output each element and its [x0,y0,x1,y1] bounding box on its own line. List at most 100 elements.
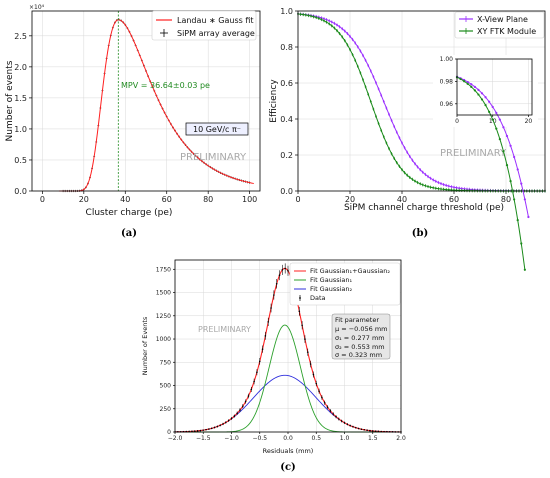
x-tick-label: −1.0 [224,435,239,442]
efficiency-marker [450,185,453,188]
data-point [244,400,247,403]
efficiency-marker [414,162,416,165]
data-point [335,415,337,418]
x-tick-label: 0.5 [311,435,321,442]
x-tick-label: 20 [345,195,355,204]
data-point [273,294,275,296]
x-tick-label: 0 [295,195,300,204]
efficiency-marker [364,85,367,88]
y-tick-label: 1.0 [14,125,27,134]
fit-box-title: Fit parameter [335,316,379,324]
inset-marker [477,88,480,91]
efficiency-marker [325,18,328,21]
efficiency-marker [367,64,370,67]
efficiency-marker [390,152,393,155]
inset-marker [473,85,476,88]
efficiency-marker [359,50,362,52]
data-point [242,405,244,407]
y-tick-label: 0.8 [280,43,293,52]
data-point [309,363,312,365]
panel-b-inset: 0 10 20 0.96 0.98 1.00 [433,55,538,271]
efficiency-marker [362,54,364,57]
efficiency-marker [416,181,419,184]
panel-c-x-label: Residuals (mm) [263,447,314,455]
data-point [239,409,241,411]
efficiency-marker [453,189,455,192]
efficiency-marker [330,21,333,23]
legend-label-fit: Landau ∗ Gauss fit [177,16,254,25]
efficiency-marker [406,151,409,154]
efficiency-marker [445,184,448,187]
panel-b-preliminary: PRELIMINARY [440,148,507,159]
efficiency-marker [445,188,448,191]
data-point [205,428,207,431]
inset-marker [477,93,480,96]
data-point [284,267,286,270]
data-point [225,421,227,424]
panel-c: −2.0 −1.5 −1.0 −0.5 0.0 0.5 1.0 1.5 2.0 0 250 500 7… [141,259,406,473]
data-point [233,415,236,417]
efficiency-marker [317,17,320,20]
efficiency-marker [369,100,372,103]
panel-a-y-label: Number of events [5,60,15,141]
inset-marker [488,110,491,113]
efficiency-marker [338,25,341,28]
efficiency-marker [424,184,427,187]
inset-marker [516,219,519,222]
x-tick-label: 0 [40,195,45,204]
data-point [287,270,289,272]
data-point [230,417,233,420]
data-point [258,360,261,363]
inset-marker [509,180,512,183]
efficiency-marker [328,22,331,25]
panel-c-x-ticks: −2.0 −1.5 −1.0 −0.5 0.0 0.5 1.0 1.5 2.0 [168,432,406,442]
panel-b-inset-series-xy-ftk [455,76,526,271]
data-point [340,420,343,422]
inset-marker [470,83,473,86]
inset-marker [491,105,494,109]
panel-a-beam-annotation: 10 GeV/c π⁻ [193,125,241,134]
x-tick-label: 10 [489,118,497,125]
data-point [253,380,255,383]
y-tick-label: 0.6 [280,79,293,88]
inset-marker [459,77,462,81]
efficiency-marker [447,188,450,191]
y-tick-label: 2.5 [14,32,27,41]
data-point [349,424,351,427]
efficiency-marker [343,30,346,32]
efficiency-marker [395,161,398,164]
legend-label-gaussian2: Fit Gaussian₂ [310,285,353,293]
y-tick-label: 0.5 [14,156,27,165]
efficiency-marker [463,187,466,190]
x-tick-label: 100 [242,195,257,204]
efficiency-marker [299,13,302,16]
efficiency-marker [434,187,437,190]
efficiency-marker [349,35,351,38]
data-point [216,425,219,428]
y-tick-label: 0.2 [280,151,293,160]
efficiency-marker [341,35,344,38]
efficiency-marker [333,27,336,29]
x-tick-label: 0.0 [283,435,293,442]
panel-c-legend: Fit Gaussian₁+Gaussian₂ Fit Gaussian₁ Fi… [289,262,401,306]
inset-marker [484,96,487,99]
efficiency-marker [424,173,427,176]
efficiency-marker [372,108,375,110]
efficiency-marker [312,15,315,18]
efficiency-marker [367,93,370,96]
panel-a-beam-box [185,122,249,136]
data-point [247,395,250,397]
data-point [208,428,210,430]
data-point [250,388,253,391]
efficiency-marker [356,65,359,68]
efficiency-marker [323,19,325,22]
inset-marker [509,144,512,147]
inset-marker [498,137,501,141]
data-point [301,324,303,327]
inset-marker [502,150,505,153]
panel-a-y-ticks: 0.0 0.5 1.0 1.5 2.0 2.5 [14,32,32,196]
panel-b-inset-frame [456,58,533,116]
y-tick-label: 0.0 [14,187,27,196]
efficiency-marker [380,129,383,132]
y-tick-label: 1.00 [440,56,454,63]
